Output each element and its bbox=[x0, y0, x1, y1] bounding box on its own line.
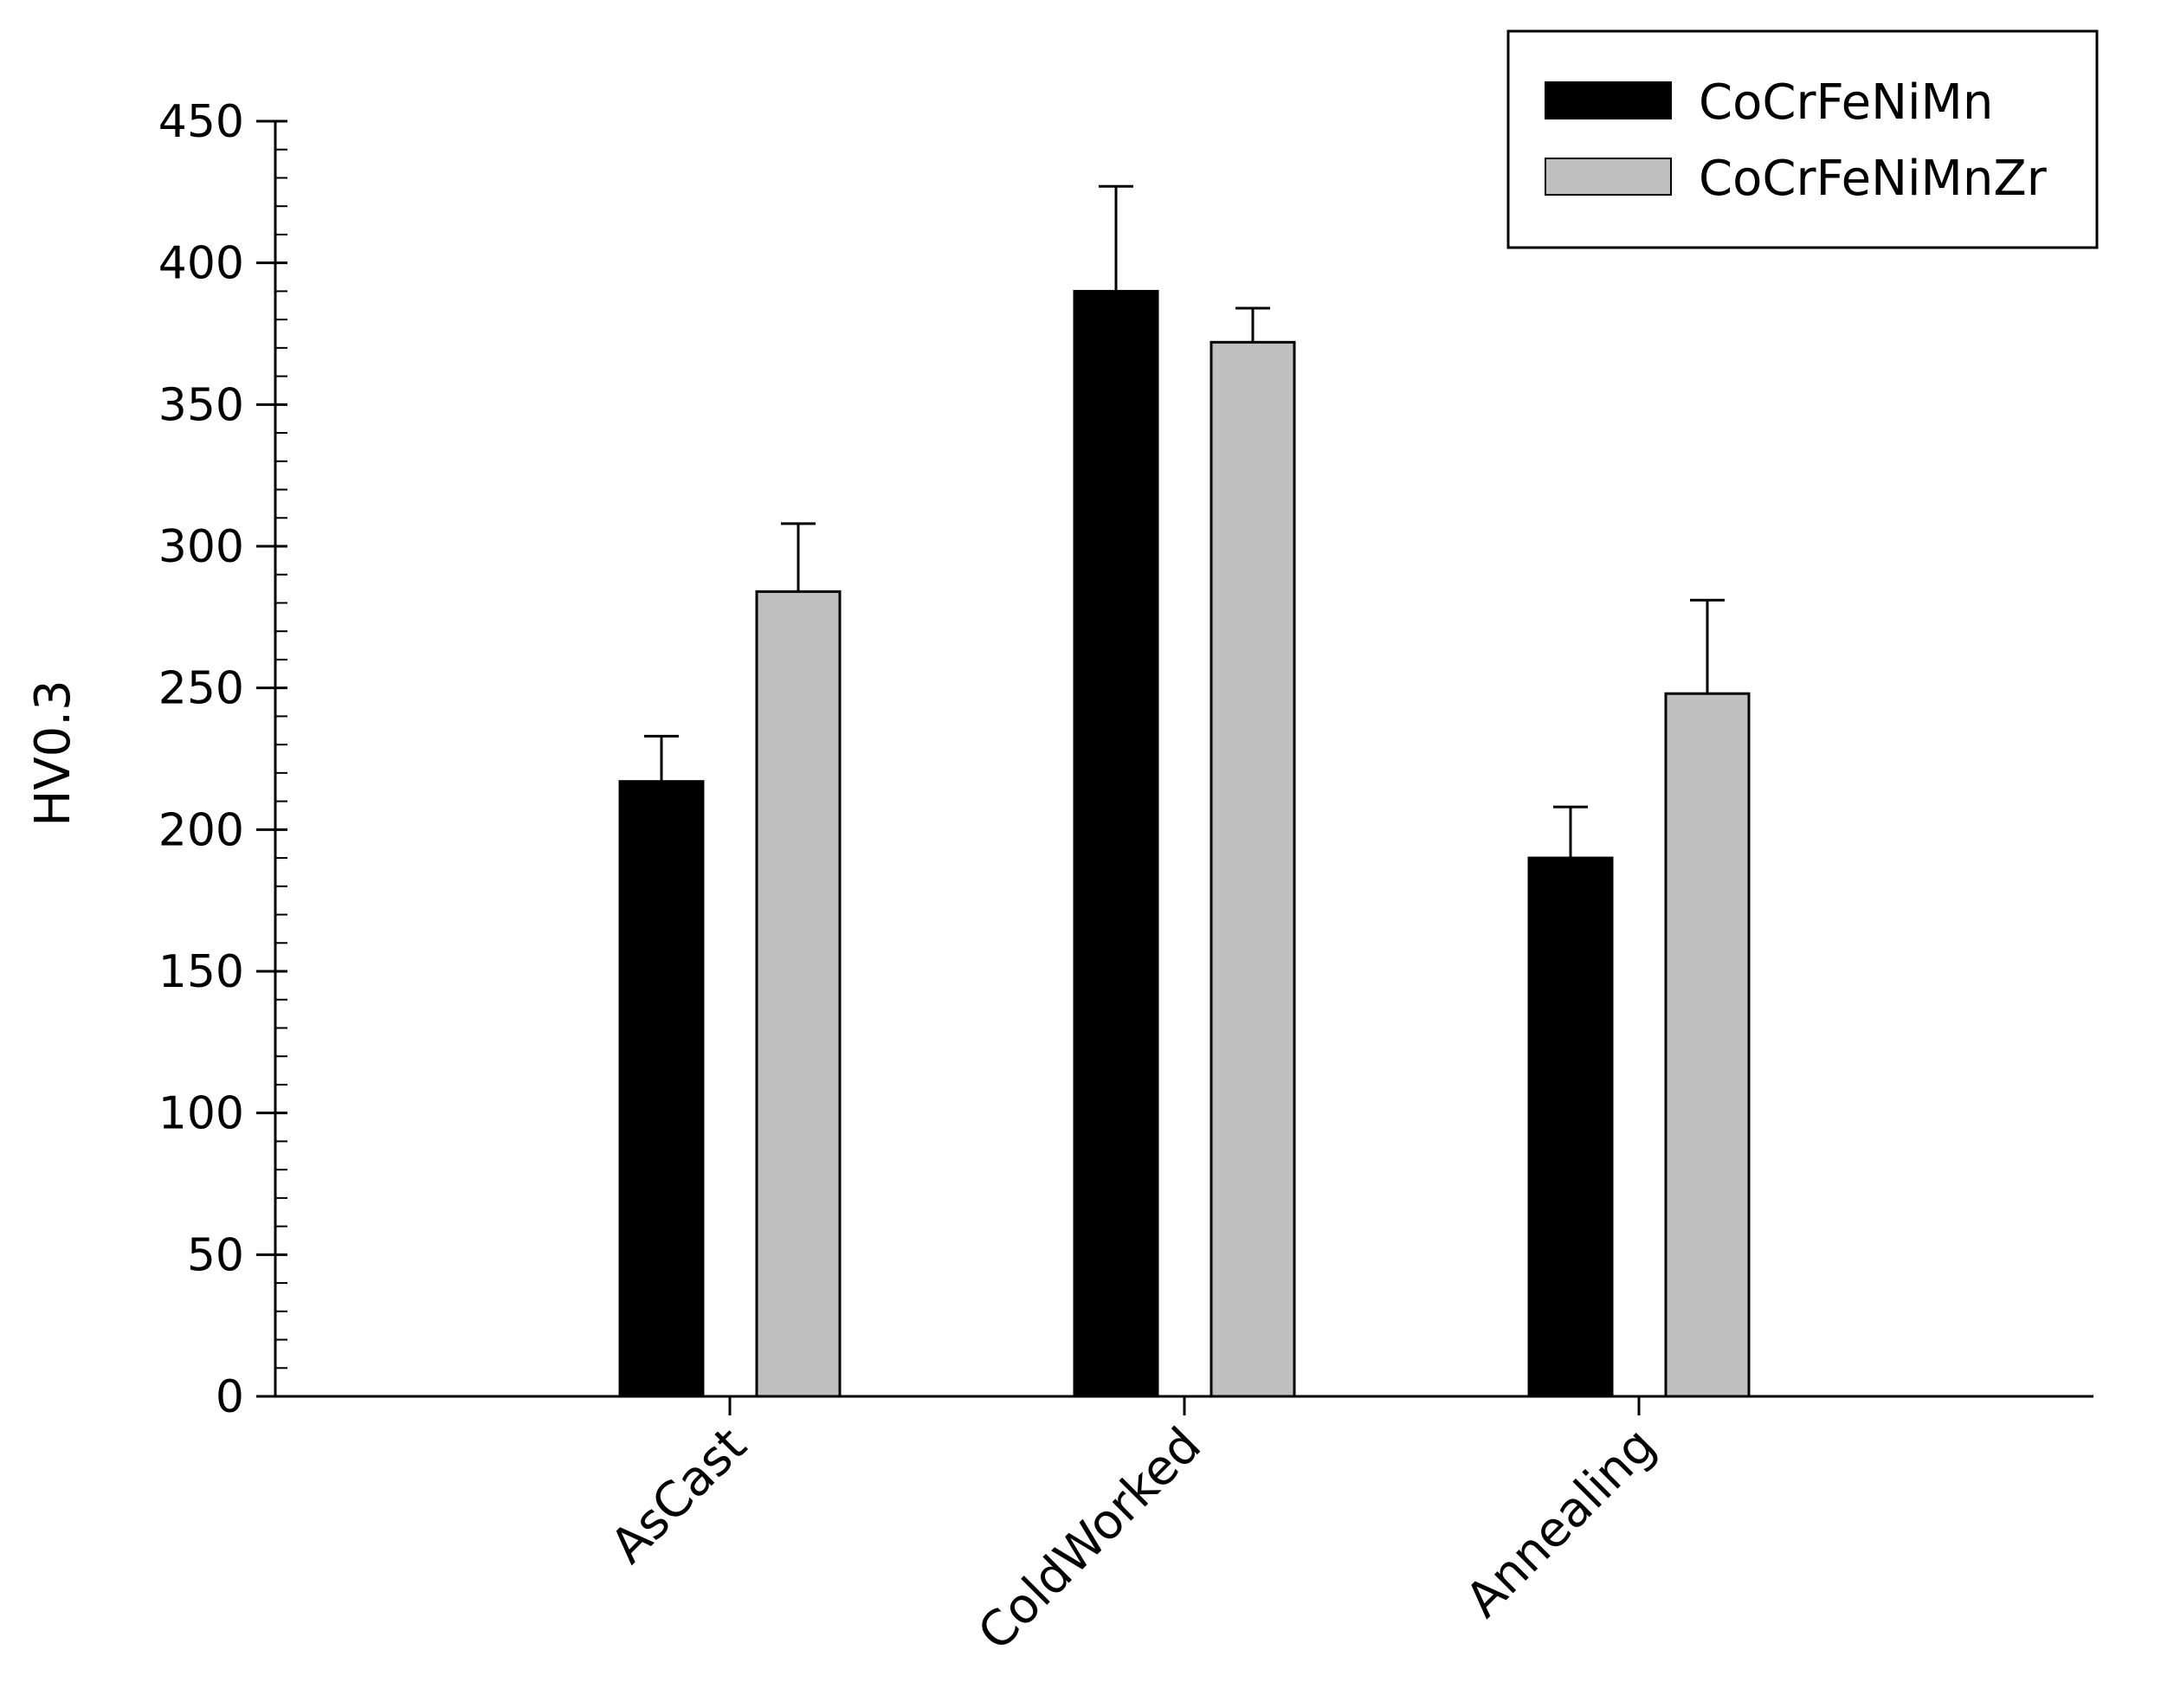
legend-swatch-cocrfenimnzr bbox=[1545, 158, 1672, 196]
bar-cocrfenimnzr-ascast bbox=[755, 590, 842, 1398]
x-category-label: Annealing bbox=[1455, 1417, 1667, 1628]
legend-label-cocrfenimnzr: CoCrFeNiMnZr bbox=[1699, 151, 2048, 207]
y-tick-label: 200 bbox=[158, 804, 244, 856]
bar-cocrfenimn-coldworked bbox=[1073, 289, 1159, 1398]
y-tick-label: 0 bbox=[216, 1371, 244, 1423]
y-tick-label: 50 bbox=[187, 1229, 244, 1281]
legend: CoCrFeNiMn CoCrFeNiMnZr bbox=[1506, 29, 2099, 249]
y-tick-label: 400 bbox=[158, 238, 244, 290]
bar-cocrfenimn-ascast bbox=[618, 780, 705, 1398]
x-category-label: ColdWorked bbox=[968, 1417, 1212, 1661]
bar-cocrfenimnzr-annealing bbox=[1664, 692, 1751, 1398]
y-tick-label: 100 bbox=[158, 1088, 244, 1140]
y-tick-label: 350 bbox=[158, 379, 244, 431]
y-tick-label: 150 bbox=[158, 946, 244, 998]
bars bbox=[618, 289, 1751, 1398]
error-bars bbox=[644, 184, 1725, 859]
x-category-label: AsCast bbox=[600, 1417, 758, 1575]
axes: 0 50 100 150 200 250 300 350 400 450 bbox=[158, 96, 2093, 1423]
legend-label-cocrfenimn: CoCrFeNiMn bbox=[1699, 74, 1993, 131]
y-tick-label: 450 bbox=[158, 96, 244, 148]
y-tick-label: 300 bbox=[158, 521, 244, 573]
legend-swatch-cocrfenimn bbox=[1545, 81, 1672, 119]
bar-cocrfenimnzr-coldworked bbox=[1210, 340, 1296, 1398]
y-tick-label: 250 bbox=[158, 663, 244, 715]
legend-box bbox=[1506, 29, 2099, 249]
bar-cocrfenimn-annealing bbox=[1527, 856, 1614, 1398]
category-labels: AsCast ColdWorked Annealing bbox=[600, 1417, 1667, 1661]
y-axis-title: HV0.3 bbox=[25, 680, 81, 826]
